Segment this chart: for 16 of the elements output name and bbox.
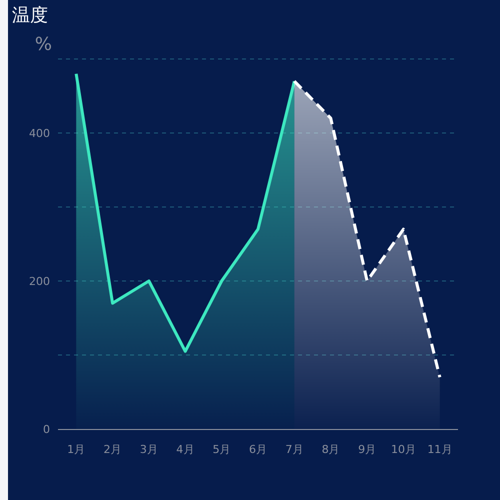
x-tick-label: 1月 (67, 443, 86, 456)
x-tick-label: 8月 (322, 443, 340, 456)
y-tick-label: 200 (29, 275, 50, 288)
x-tick-label: 5月 (212, 443, 231, 456)
x-tick-label: 2月 (104, 443, 122, 456)
x-tick-label: 6月 (249, 443, 267, 456)
x-tick-label: 11月 (427, 443, 452, 456)
y-axis-title: % (34, 34, 52, 55)
x-tick-label: 10月 (390, 443, 416, 456)
x-tick-label: 7月 (285, 443, 304, 456)
x-tick-label: 4月 (176, 443, 194, 456)
x-tick-label: 9月 (358, 443, 376, 456)
y-tick-label: 400 (29, 127, 50, 140)
y-tick-label: 0 (43, 423, 50, 436)
x-tick-label: 3月 (140, 443, 158, 456)
chart-title: 温度 (12, 5, 48, 26)
